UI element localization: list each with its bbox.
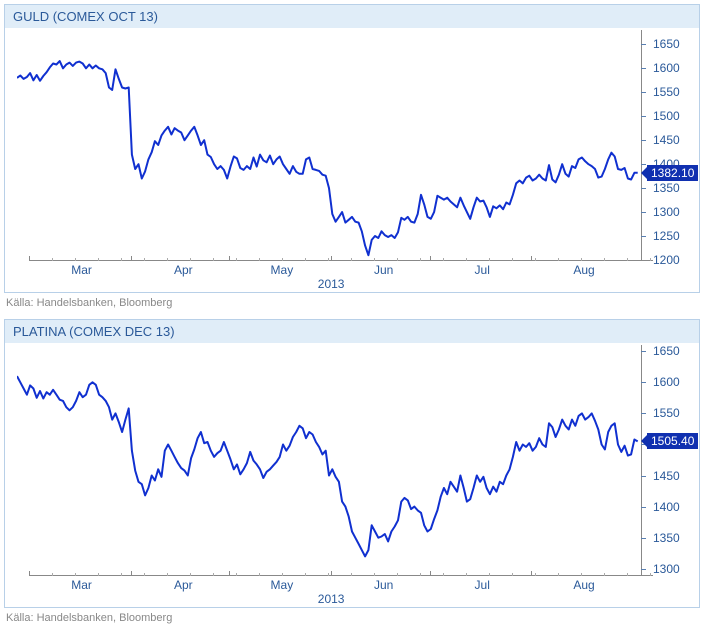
chart-title: PLATINA (COMEX DEC 13): [5, 320, 699, 343]
y-tick-label: 1250: [653, 229, 680, 243]
x-tick-label: May: [271, 263, 294, 277]
y-tick-label: 1300: [653, 562, 680, 576]
x-tick-label: Jul: [475, 578, 490, 592]
x-tick-label: Apr: [174, 263, 193, 277]
source-label: Källa: Handelsbanken, Bloomberg: [6, 297, 698, 309]
x-tick-label: Jun: [374, 578, 393, 592]
y-tick-label: 1650: [653, 37, 680, 51]
y-tick-label: 1650: [653, 344, 680, 358]
y-tick-label: 1550: [653, 85, 680, 99]
y-tick-label: 1300: [653, 205, 680, 219]
x-tick-label: Mar: [71, 578, 92, 592]
y-tick-label: 1550: [653, 406, 680, 420]
y-tick-label: 1450: [653, 133, 680, 147]
plot-area: 130013501400145015001550160016501505.40: [17, 345, 641, 575]
x-tick-label: Aug: [573, 263, 594, 277]
x-tick-label: Aug: [573, 578, 594, 592]
chart-block: GULD (COMEX OCT 13)120012501300135014001…: [4, 4, 700, 293]
chart-block: PLATINA (COMEX DEC 13)130013501400145015…: [4, 319, 700, 608]
y-tick-label: 1350: [653, 531, 680, 545]
x-axis: Mar Apr May Jun Jul Aug 2013: [29, 260, 653, 293]
source-label: Källa: Handelsbanken, Bloomberg: [6, 612, 698, 624]
y-tick-label: 1600: [653, 375, 680, 389]
x-year-label: 2013: [318, 277, 345, 291]
y-tick-label: 1600: [653, 61, 680, 75]
current-value-badge: 1382.10: [647, 165, 698, 181]
line-series: [17, 30, 641, 260]
y-tick-label: 1500: [653, 109, 680, 123]
x-tick-label: Jul: [475, 263, 490, 277]
y-tick-label: 1350: [653, 181, 680, 195]
y-tick-label: 1400: [653, 500, 680, 514]
x-tick-label: Mar: [71, 263, 92, 277]
current-value-badge: 1505.40: [647, 433, 698, 449]
y-tick-label: 1200: [653, 253, 680, 267]
x-year-label: 2013: [318, 592, 345, 606]
y-tick-label: 1450: [653, 469, 680, 483]
x-tick-label: May: [271, 578, 294, 592]
x-tick-label: Apr: [174, 578, 193, 592]
chart-title: GULD (COMEX OCT 13): [5, 5, 699, 28]
x-axis: Mar Apr May Jun Jul Aug 2013: [29, 575, 653, 608]
line-series: [17, 345, 641, 575]
plot-area: 1200125013001350140014501500155016001650…: [17, 30, 641, 260]
x-tick-label: Jun: [374, 263, 393, 277]
